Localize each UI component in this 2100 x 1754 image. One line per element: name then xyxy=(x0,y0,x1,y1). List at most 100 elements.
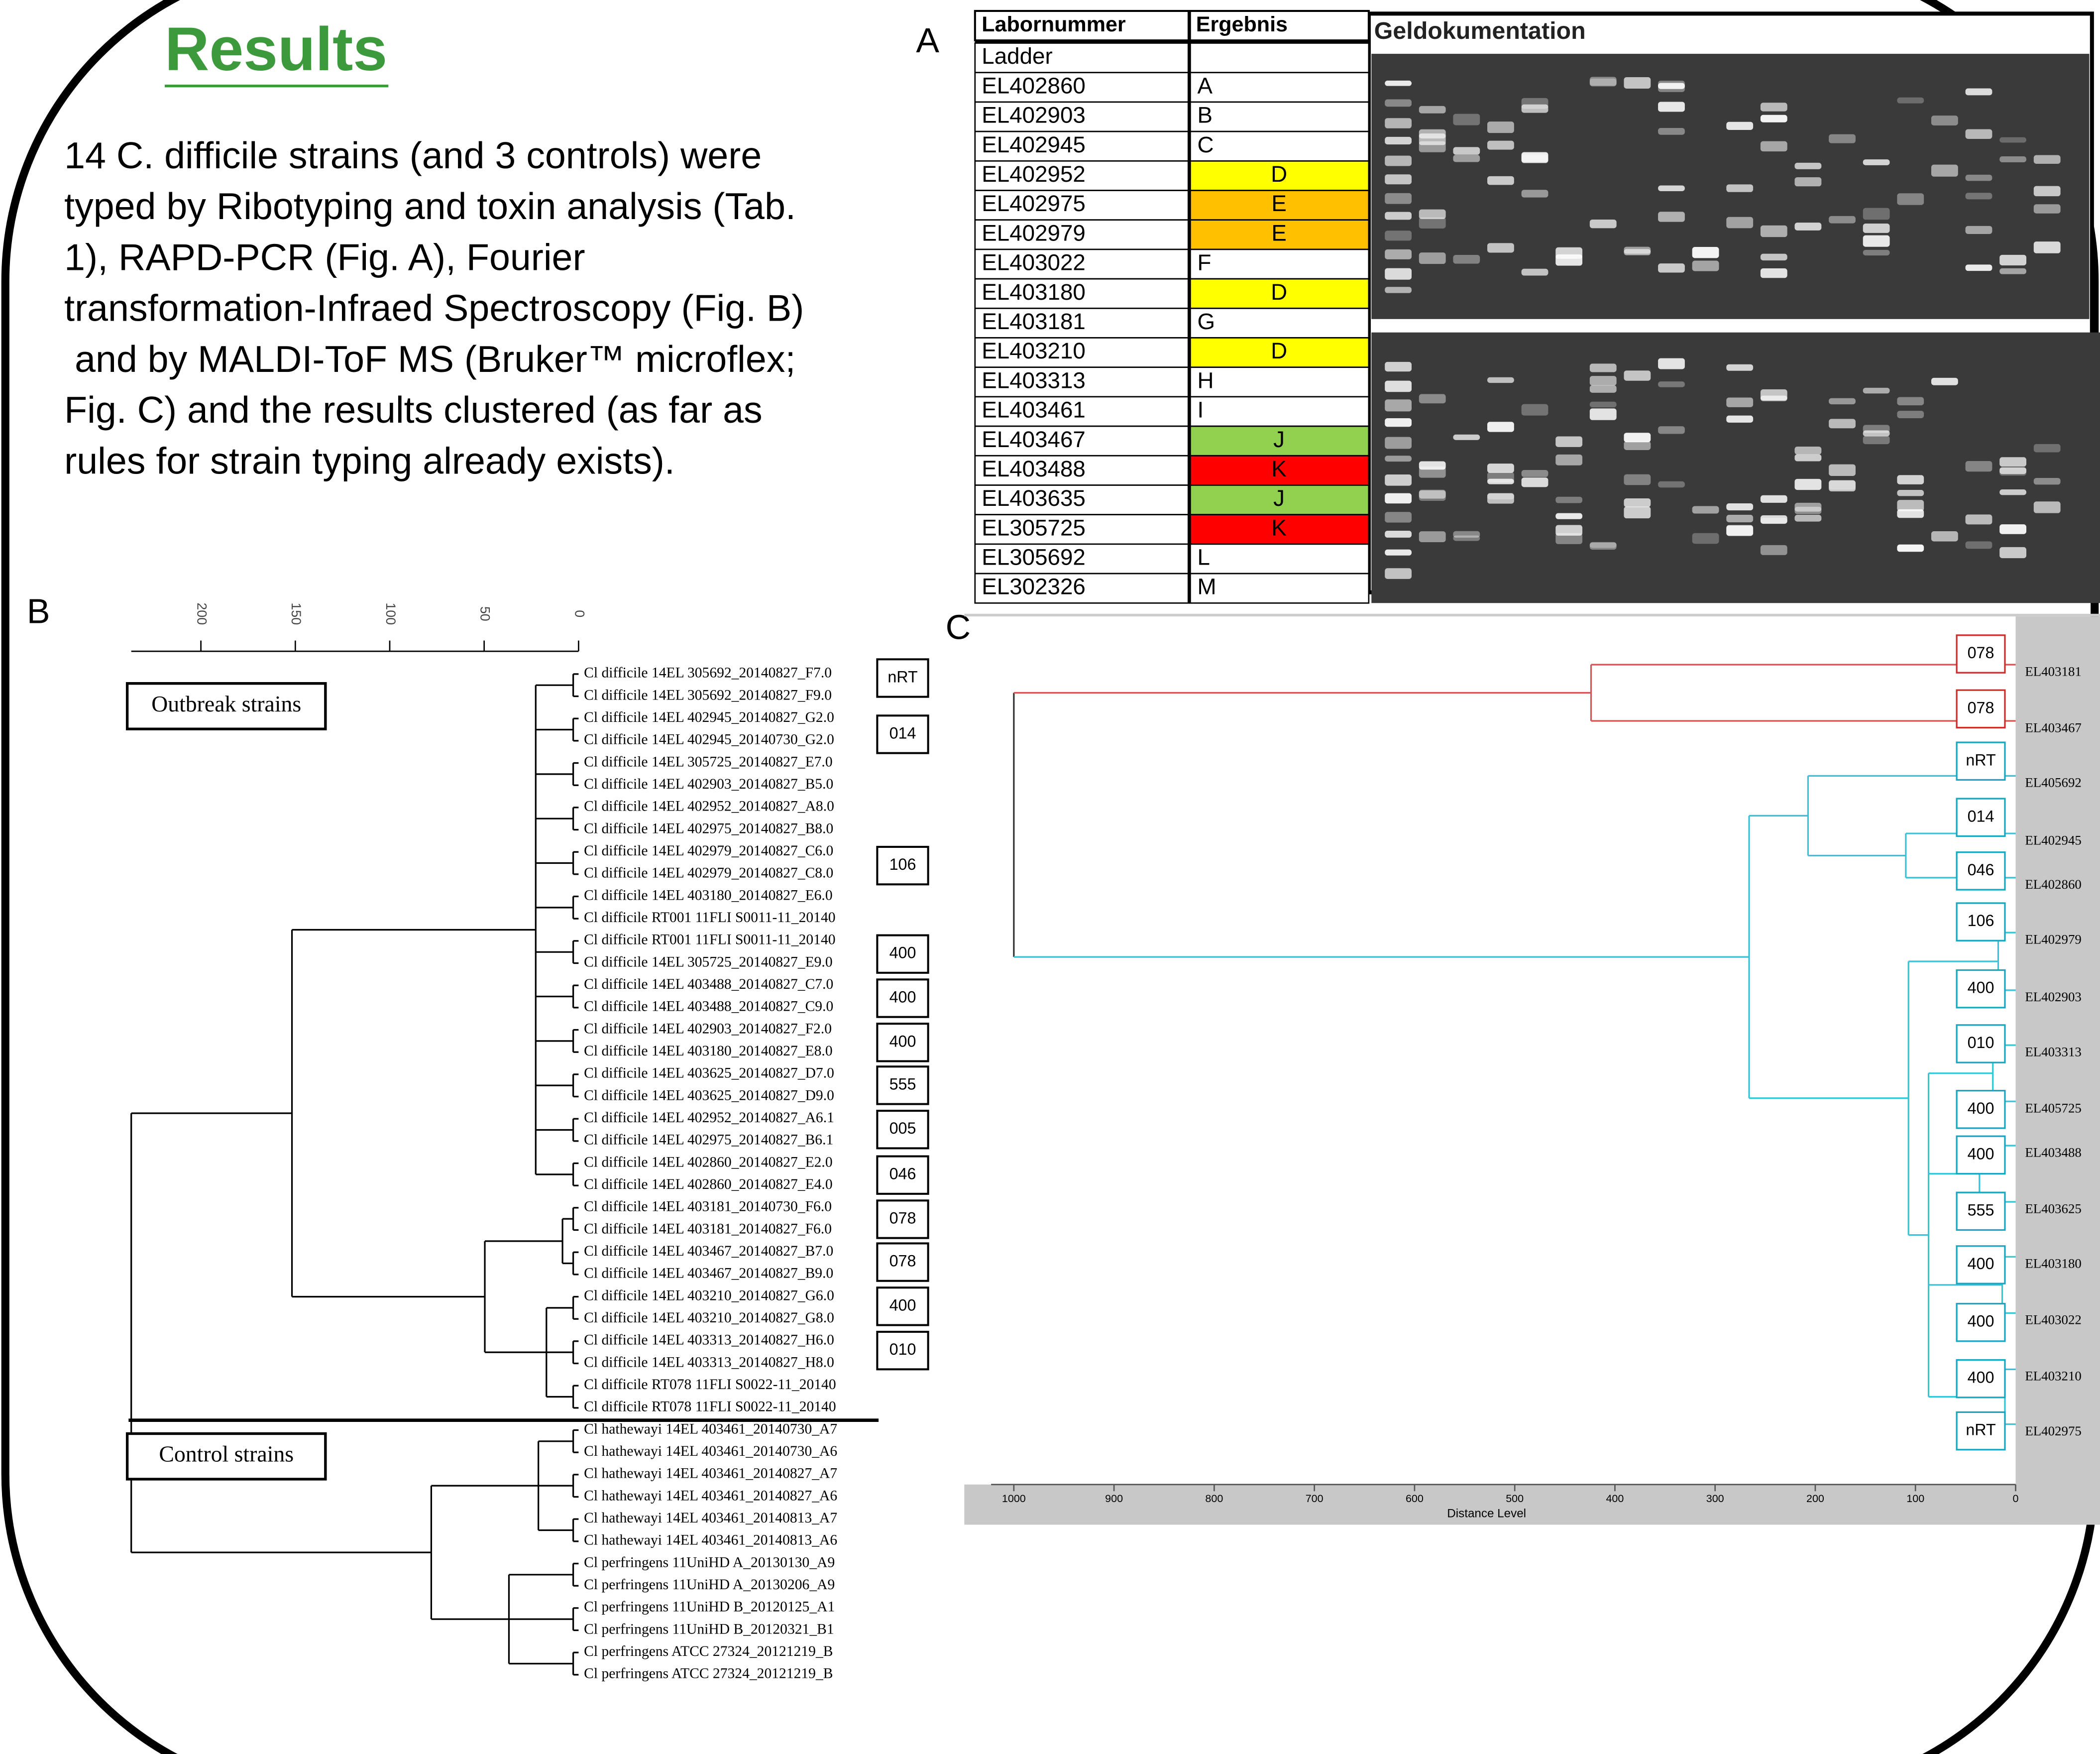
gel-band xyxy=(1795,447,1822,455)
table-cell xyxy=(1189,544,1369,574)
gel-band xyxy=(1658,481,1685,487)
gel-band xyxy=(1999,255,2026,265)
gel-band xyxy=(1624,77,1651,89)
leaf-label: Cl hathewayi 14EL 403461_20140730_A7 xyxy=(584,1421,837,1437)
gel-band xyxy=(1385,137,1412,144)
gel-band xyxy=(1863,235,1890,247)
gel-band xyxy=(1522,269,1548,276)
strain-label: EL402860 xyxy=(2025,877,2082,892)
lab-number: Ladder xyxy=(982,43,1052,69)
gel-band xyxy=(1453,114,1480,125)
gel-band xyxy=(1555,455,1582,466)
gel-band xyxy=(1999,489,2026,495)
leaf-label: Cl hathewayi 14EL 403461_20140827_A6 xyxy=(584,1488,837,1504)
result: M xyxy=(1197,574,1216,599)
gel-band xyxy=(1487,472,1514,482)
leaf-label: Cl difficile 14EL 305725_20140827_E7.0 xyxy=(584,754,833,770)
gel-band xyxy=(2034,478,2061,484)
leaf-label: Cl perfringens 11UniHD A_20130206_A9 xyxy=(584,1577,835,1593)
gel-band xyxy=(1624,370,1651,381)
axis-band xyxy=(964,1485,2100,1525)
leaf-label: Cl hathewayi 14EL 403461_20140813_A6 xyxy=(584,1532,837,1548)
gel-band xyxy=(1385,362,1412,371)
gel-title: Geldokumentation xyxy=(1374,17,1586,44)
leaf-label: Cl perfringens ATCC 27324_20121219_B xyxy=(584,1643,833,1659)
result: F xyxy=(1197,250,1211,275)
gel-band xyxy=(1863,250,1890,255)
gel-band xyxy=(2034,501,2061,513)
gel-band xyxy=(1726,184,1753,192)
gel-band xyxy=(1966,264,1992,271)
gel-band xyxy=(1795,507,1822,514)
result: I xyxy=(1197,397,1204,423)
table-cell xyxy=(1189,43,1369,73)
gel-band xyxy=(1487,377,1514,383)
table-cell xyxy=(1189,308,1369,338)
result: E xyxy=(1271,191,1287,216)
gel-band xyxy=(1658,263,1685,272)
gel-band xyxy=(1419,531,1446,542)
gel-band xyxy=(1487,422,1514,432)
gel-band xyxy=(1761,115,1787,122)
gel-band xyxy=(1385,231,1412,240)
gel-band xyxy=(1761,396,1787,401)
leaf-label: Cl difficile 14EL 403467_20140827_B9.0 xyxy=(584,1266,833,1282)
ribotype: 014 xyxy=(1968,807,1994,825)
leaf-label: Cl difficile 14EL 402903_20140827_F2.0 xyxy=(584,1021,832,1037)
gel-band xyxy=(1761,545,1787,555)
axis-tick-label: 0 xyxy=(2013,1493,2019,1505)
lab-number: EL403313 xyxy=(982,367,1086,393)
gel-band xyxy=(1863,436,1890,444)
result: E xyxy=(1271,220,1287,245)
leaf-label: Cl difficile 14EL 403180_20140827_E8.0 xyxy=(584,1043,833,1059)
gel-band xyxy=(1419,467,1446,478)
group-label: Control strains xyxy=(159,1441,294,1467)
gel-band xyxy=(1966,129,1992,138)
gel-band xyxy=(1624,506,1651,518)
gel-band xyxy=(1829,419,1856,428)
gel-band xyxy=(1624,474,1651,485)
gel-band xyxy=(1966,89,1992,96)
strain-label: EL402979 xyxy=(2025,932,2082,946)
leaf-label: Cl perfringens 11UniHD A_20130130_A9 xyxy=(584,1554,835,1570)
gel-band xyxy=(1999,547,2026,558)
gel-band xyxy=(1795,223,1822,231)
gel-band xyxy=(1385,418,1412,427)
gel-band xyxy=(1487,176,1514,185)
leaf-label: Cl difficile 14EL 403210_20140827_G6.0 xyxy=(584,1287,834,1303)
lab-number: EL403181 xyxy=(982,309,1086,334)
ribotype: 400 xyxy=(889,988,916,1006)
gel-band xyxy=(1487,493,1514,504)
gel-band xyxy=(1419,252,1446,264)
leaf-label: Cl difficile 14EL 305725_20140827_E9.0 xyxy=(584,954,833,970)
gel-band xyxy=(1966,514,1992,524)
gel-band xyxy=(1453,147,1480,154)
axis-tick-label: 700 xyxy=(1306,1493,1324,1505)
gel-band xyxy=(1385,456,1412,462)
panel-label: C xyxy=(946,608,971,647)
gel-band xyxy=(1419,129,1446,138)
result: B xyxy=(1197,103,1213,128)
gel-band xyxy=(1453,155,1480,162)
result: D xyxy=(1271,161,1287,187)
ribotype: 555 xyxy=(1968,1201,1994,1219)
scale-label: 0 xyxy=(572,610,587,617)
gel-band xyxy=(1590,363,1617,372)
gel-band xyxy=(1385,568,1412,579)
result: J xyxy=(1273,427,1285,452)
gel-band xyxy=(1555,436,1582,447)
gel-band xyxy=(1555,533,1582,544)
leaf-label: Cl difficile 14EL 403625_20140827_D7.0 xyxy=(584,1065,834,1081)
ribotype: 046 xyxy=(889,1165,916,1183)
axis-tick-label: 500 xyxy=(1506,1493,1524,1505)
gel-band xyxy=(1897,500,1924,511)
ribotype: 010 xyxy=(1968,1034,1994,1052)
gel-band xyxy=(1795,163,1822,169)
result: K xyxy=(1271,456,1287,481)
gel-band xyxy=(1385,156,1412,166)
axis-tick-label: 100 xyxy=(1906,1493,1924,1505)
lab-number: EL302326 xyxy=(982,574,1086,599)
result: L xyxy=(1197,545,1210,570)
gel-band xyxy=(1419,106,1446,114)
strain-label: EL403625 xyxy=(2025,1201,2082,1216)
